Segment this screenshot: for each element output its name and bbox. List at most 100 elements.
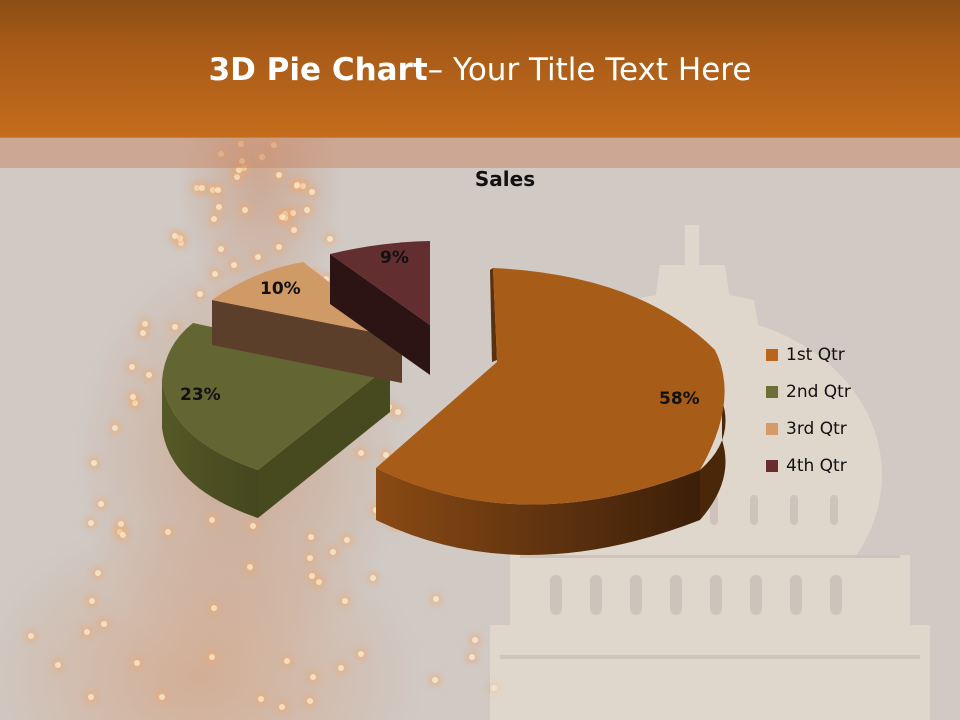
tree-light <box>84 628 91 635</box>
tree-light <box>27 633 34 640</box>
tree-light <box>230 262 237 269</box>
slice-label-2nd-qtr: 23% <box>180 385 221 405</box>
header-accent-band <box>0 137 960 168</box>
tree-light <box>101 621 108 628</box>
tree-light <box>199 185 205 192</box>
tree-light <box>128 364 135 371</box>
slice-label-1st-qtr: 58% <box>659 389 700 409</box>
slide-title-bold: 3D Pie Chart <box>208 52 428 88</box>
tree-light <box>164 528 171 535</box>
tree-light <box>307 554 314 561</box>
tree-light <box>372 507 379 514</box>
tree-light <box>283 658 290 665</box>
tree-light <box>343 536 350 543</box>
tree-light <box>291 226 298 233</box>
tree-light <box>146 372 153 379</box>
tree-light <box>310 673 317 680</box>
tree-light <box>140 329 147 336</box>
tree-light <box>307 697 314 704</box>
tree-light <box>177 239 184 246</box>
tree-light <box>172 232 179 239</box>
tree-light <box>276 172 283 179</box>
tree-light <box>234 174 241 181</box>
tree-light <box>468 654 475 661</box>
legend-swatch-2nd-qtr <box>766 385 778 398</box>
tree-light <box>112 425 119 431</box>
tree-light <box>383 451 390 458</box>
tree-light <box>120 531 127 538</box>
tree-light <box>432 677 439 684</box>
tree-light <box>257 696 264 703</box>
tree-light <box>88 520 95 527</box>
tree-light <box>210 604 217 611</box>
tree-light <box>246 564 253 570</box>
tree-light <box>208 653 215 660</box>
tree-light <box>394 409 401 416</box>
tree-light <box>117 521 124 528</box>
tree-light <box>249 522 256 529</box>
tree-light <box>338 665 345 672</box>
slide-title: 3D Pie Chart– Your Title Text Here <box>0 48 960 92</box>
legend-label: 1st Qtr <box>786 344 845 365</box>
tree-light <box>88 597 95 604</box>
slide-title-rest: – Your Title Text Here <box>427 52 752 88</box>
legend-label: 3rd Qtr <box>786 418 847 439</box>
tree-light <box>130 393 137 400</box>
tree-light <box>172 324 179 331</box>
legend-swatch-1st-qtr <box>766 348 778 361</box>
tree-light <box>315 579 322 586</box>
tree-light <box>242 207 249 214</box>
tree-light <box>116 528 123 535</box>
legend-label: 2nd Qtr <box>786 381 851 402</box>
tree-light <box>281 211 288 218</box>
legend-label: 4th Qtr <box>786 455 847 476</box>
tree-light <box>322 276 329 283</box>
tree-light <box>209 186 216 193</box>
tree-light <box>342 597 349 604</box>
tree-light <box>254 253 261 260</box>
tree-light <box>215 204 222 211</box>
tree-light <box>279 213 286 220</box>
tree-light <box>307 533 314 540</box>
legend-item-4th-qtr: 4th Qtr <box>766 447 851 484</box>
tree-light <box>54 661 61 668</box>
tree-light <box>142 320 149 327</box>
tree-light <box>294 181 300 188</box>
pie-slice-4th-qtr[interactable] <box>330 241 430 375</box>
tree-light <box>309 189 316 196</box>
tree-light <box>357 651 364 658</box>
pie-slice-1st-qtr[interactable] <box>376 268 726 555</box>
tree-light <box>236 167 243 174</box>
tree-light <box>326 236 333 243</box>
tree-light <box>210 216 217 223</box>
tree-light <box>275 244 282 251</box>
tree-light <box>303 207 310 214</box>
tree-light <box>472 637 479 644</box>
tree-light <box>94 570 101 577</box>
tree-light <box>278 704 285 711</box>
tree-light <box>193 184 200 191</box>
slice-label-3rd-qtr: 10% <box>260 279 301 299</box>
chart-legend: 1st Qtr 2nd Qtr 3rd Qtr 4th Qtr <box>766 336 851 484</box>
tree-light <box>309 572 316 579</box>
tree-light <box>208 517 215 524</box>
legend-item-2nd-qtr: 2nd Qtr <box>766 373 851 410</box>
tree-light <box>177 235 184 242</box>
legend-swatch-4th-qtr <box>766 459 778 472</box>
tree-light <box>88 694 95 701</box>
slide-header: 3D Pie Chart– Your Title Text Here <box>0 0 960 137</box>
tree-light <box>358 450 365 457</box>
tree-light <box>90 460 97 467</box>
tree-light <box>290 209 297 216</box>
tree-light <box>215 187 222 194</box>
tree-light <box>98 500 105 507</box>
legend-item-3rd-qtr: 3rd Qtr <box>766 410 851 447</box>
tree-light <box>212 271 219 278</box>
tree-light <box>196 290 203 297</box>
legend-item-1st-qtr: 1st Qtr <box>766 336 851 373</box>
slice-label-4th-qtr: 9% <box>380 248 409 268</box>
tree-light <box>159 693 166 700</box>
chart-title: Sales <box>474 167 536 191</box>
